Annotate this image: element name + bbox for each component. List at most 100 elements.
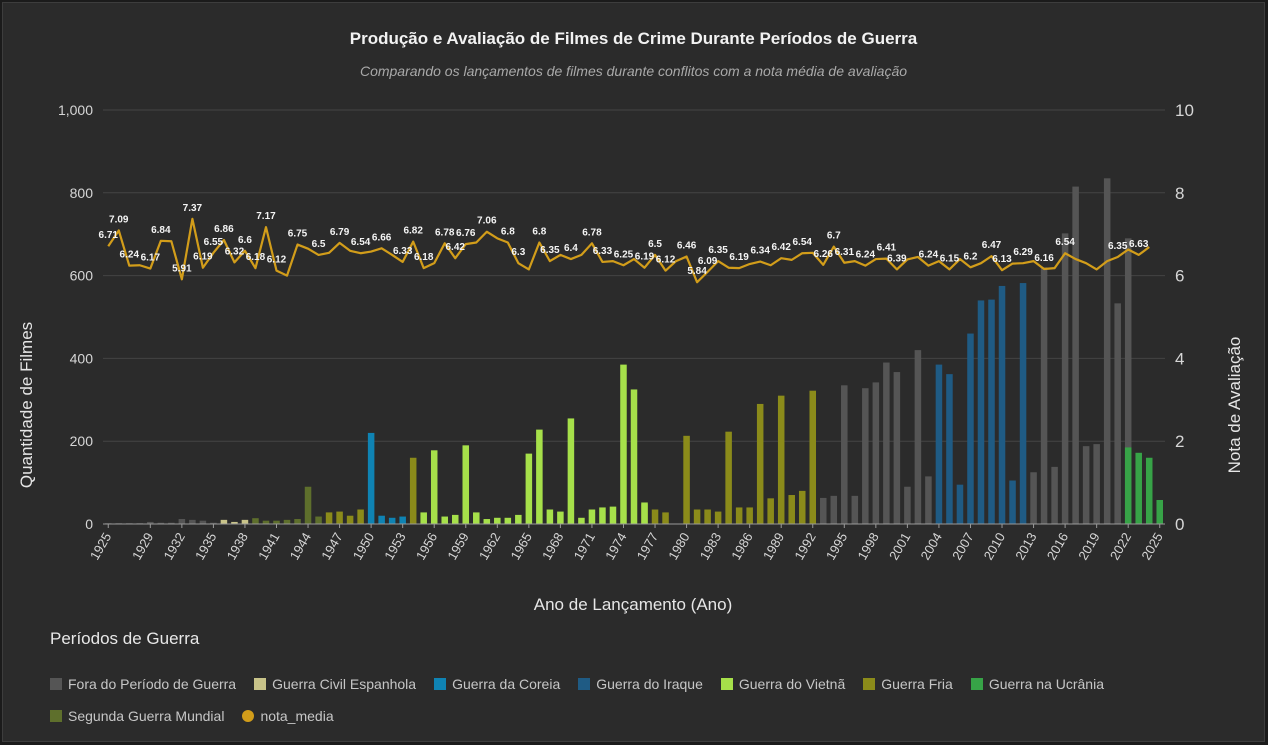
legend-label: Guerra Fria: [881, 676, 953, 692]
legend: Fora do Período de Guerra Guerra Civil Es…: [50, 674, 1200, 726]
nota-media-data-label: 6.54: [793, 237, 813, 248]
bar: [914, 350, 922, 524]
x-tick-label: 1998: [854, 530, 881, 563]
bar: [1051, 466, 1058, 524]
y-right-tick-label: 0: [1175, 515, 1184, 534]
bar: [441, 516, 448, 524]
bar: [567, 418, 575, 524]
bar: [430, 450, 438, 524]
nota-media-data-label: 6.09: [698, 256, 718, 267]
bar: [662, 512, 669, 524]
bar: [609, 506, 617, 524]
bar: [988, 299, 995, 524]
legend-swatch: [863, 678, 876, 690]
bar: [525, 453, 533, 524]
nota-media-data-label: 6.24: [919, 250, 939, 261]
legend-label: Guerra da Coreia: [452, 676, 561, 692]
nota-media-labels: 6.717.096.24 6.176.845.917.376.196.556.86…: [99, 0, 1170, 277]
nota-media-data-label: 6.86: [214, 224, 234, 235]
x-tick-label: 2007: [949, 530, 976, 563]
chart-subtitle: Comparando os lançamentos de filmes dura…: [359, 63, 908, 79]
nota-media-data-label: 6.82: [403, 226, 423, 237]
legend-item[interactable]: Guerra do Iraque: [578, 674, 703, 694]
bar: [420, 512, 427, 524]
bar: [725, 431, 732, 524]
bar: [641, 502, 648, 524]
bar: [515, 514, 522, 524]
x-tick-label: 1929: [129, 530, 156, 563]
legend-label: nota_media: [260, 708, 334, 724]
bar: [336, 511, 343, 524]
bar: [294, 519, 301, 524]
legend-label: Guerra do Vietnã: [738, 676, 846, 692]
nota-media-data-label: 7.37: [183, 203, 203, 214]
x-axis-label: Ano de Lançamento (Ano): [534, 595, 732, 614]
legend-item[interactable]: Guerra da Coreia: [434, 674, 560, 694]
bar: [704, 509, 711, 524]
bar: [588, 509, 596, 524]
bar: [231, 521, 238, 524]
bar: [862, 388, 869, 524]
bar: [357, 509, 364, 524]
legend-item[interactable]: Fora do Período de Guerra: [50, 674, 236, 694]
nota-media-data-label: 6.19: [193, 252, 213, 263]
legend-swatch: [254, 678, 267, 690]
bar: [1040, 267, 1048, 524]
legend-item[interactable]: Guerra na Ucrânia: [970, 674, 1104, 694]
x-tick-label: 1953: [381, 530, 408, 563]
nota-media-data-label: 6.18: [414, 252, 434, 263]
bar: [883, 362, 890, 524]
x-tick-label: 1971: [571, 530, 598, 563]
nota-media-data-label: 6.19: [729, 252, 749, 263]
nota-media-data-label: 6.76: [456, 228, 476, 239]
x-tick-label: 1983: [697, 530, 724, 563]
bar: [189, 519, 196, 524]
legend-item[interactable]: Guerra do Vietnã: [720, 674, 846, 694]
nota-media-data-label: 6.32: [225, 246, 245, 257]
legend-label: Fora do Período de Guerra: [68, 676, 237, 692]
nota-media-data-label: 6.24: [856, 250, 876, 261]
y-left-tick-label: 200: [70, 433, 94, 449]
bar: [304, 486, 312, 524]
nota-media-data-label: 6.42: [771, 242, 791, 253]
legend-swatch: [434, 678, 447, 690]
bar: [998, 285, 1006, 524]
x-tick-label: 2004: [918, 530, 945, 563]
x-tick-label: 2016: [1044, 530, 1071, 563]
nota-media-data-label: 6.2: [964, 251, 978, 262]
legend-label: Segunda Guerra Mundial: [68, 708, 225, 724]
bar: [1072, 186, 1079, 524]
legend-swatch: [50, 678, 62, 690]
bar: [262, 520, 270, 524]
bar: [756, 403, 764, 524]
bar: [483, 519, 491, 524]
x-tick-label: 2001: [886, 530, 913, 563]
x-tick-label: 1962: [476, 530, 503, 563]
nota-media-data-label: 6.33: [593, 246, 613, 257]
bar: [693, 509, 701, 524]
legend-item[interactable]: nota_media: [242, 706, 334, 726]
nota-media-data-label: 6.35: [1108, 241, 1128, 252]
legend-swatch: [50, 710, 62, 722]
x-tick-label: 1941: [255, 530, 282, 563]
bar: [872, 382, 880, 524]
x-tick-label: 1995: [823, 530, 850, 563]
bar: [399, 516, 406, 524]
nota-media-data-label: 6.42: [446, 242, 466, 253]
bar: [893, 372, 901, 524]
bar: [1082, 446, 1090, 524]
bar: [809, 390, 817, 524]
legend-item[interactable]: Guerra Fria: [863, 674, 953, 694]
nota-media-data-label: 6.26: [814, 249, 834, 260]
x-tick-label: 1944: [287, 530, 314, 563]
nota-media-data-label: 6.31: [835, 247, 855, 258]
x-tick-label: 1986: [728, 530, 755, 563]
legend-item[interactable]: Guerra Civil Espanhola: [254, 674, 416, 694]
bar: [935, 364, 943, 524]
nota-media-data-label: 7.09: [109, 214, 129, 225]
bar: [683, 435, 690, 524]
legend-swatch: [578, 678, 591, 690]
legend-label: Guerra na Ucrânia: [988, 676, 1104, 692]
legend-item[interactable]: Segunda Guerra Mundial: [50, 706, 224, 726]
